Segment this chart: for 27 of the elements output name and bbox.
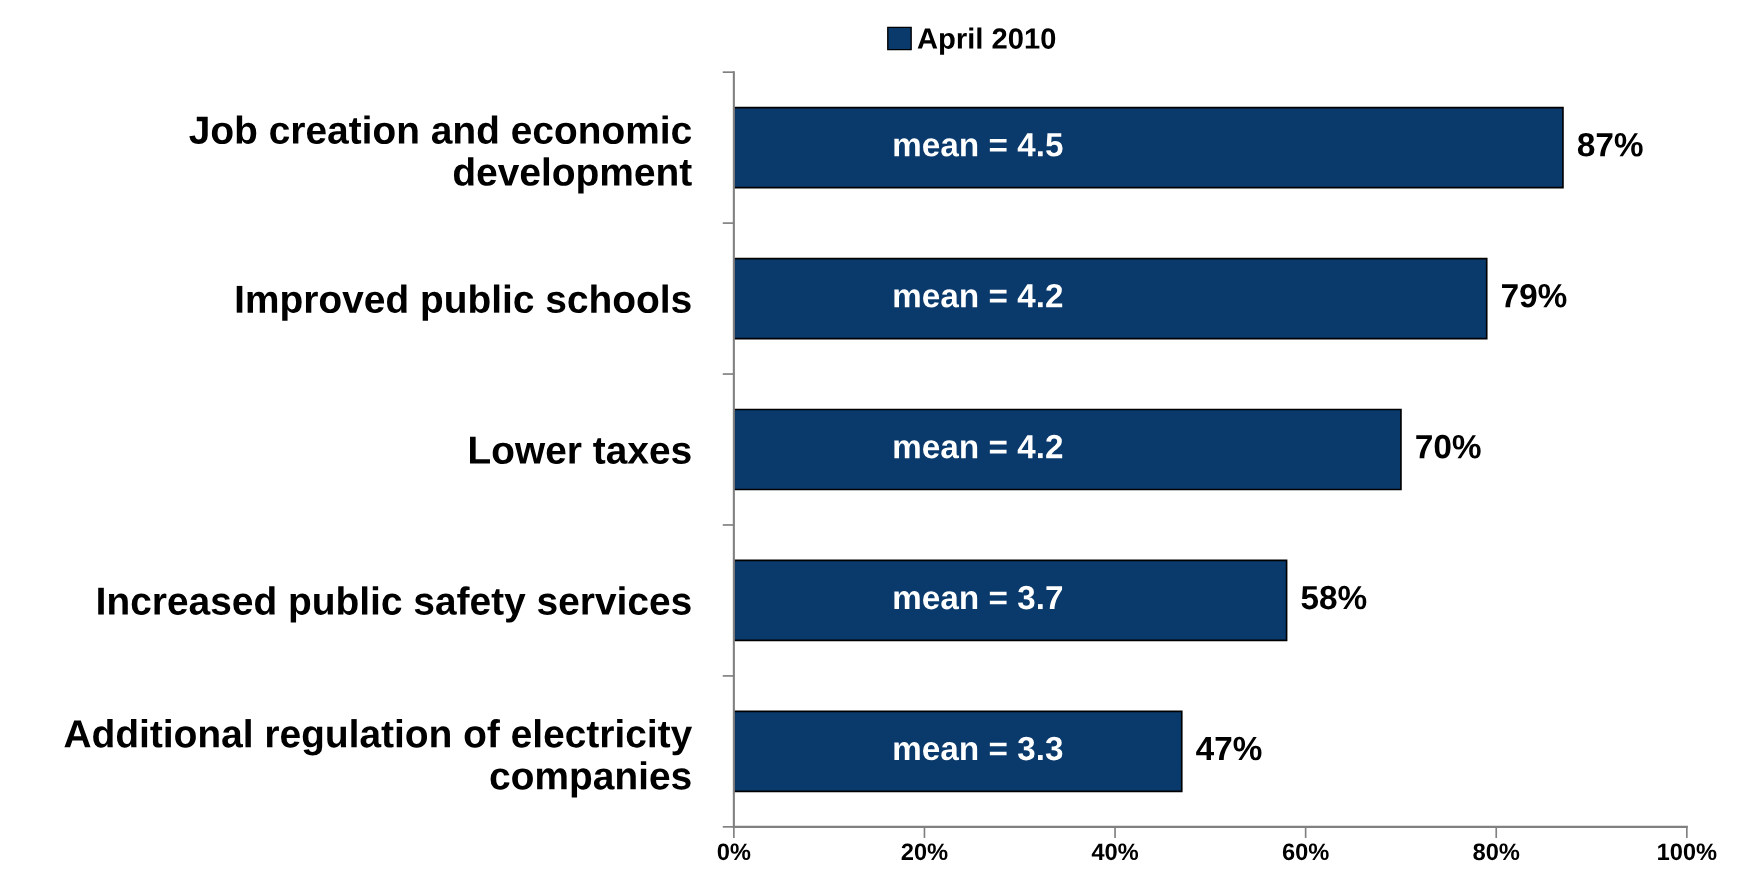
annotation: mean = 4.2 bbox=[894, 283, 1063, 308]
y-tick-label: Additional regulation of electricity companies bbox=[64, 719, 693, 798]
data-label: 70% bbox=[1416, 434, 1481, 459]
x-tick-label: 40% bbox=[1091, 843, 1139, 861]
x-tick-label: 80% bbox=[1473, 843, 1520, 861]
data-label: 47% bbox=[1196, 736, 1262, 761]
x-tick-label: 0% bbox=[717, 843, 751, 861]
data-label: 58% bbox=[1301, 585, 1367, 610]
bar bbox=[733, 106, 1564, 189]
annotation: mean = 4.2 bbox=[894, 434, 1063, 459]
x-tick-label: 60% bbox=[1282, 843, 1329, 861]
bar bbox=[733, 257, 1488, 340]
x-tick-label: 20% bbox=[901, 843, 948, 861]
y-tick-label: Job creation and economic development bbox=[189, 115, 692, 194]
y-tick-label: Improved public schools bbox=[236, 284, 691, 321]
bar bbox=[733, 408, 1402, 491]
bar bbox=[733, 559, 1288, 642]
annotation: mean = 3.7 bbox=[894, 585, 1063, 610]
annotation: mean = 4.5 bbox=[894, 133, 1063, 157]
y-tick-label: Increased public safety services bbox=[98, 586, 691, 623]
data-label: 87% bbox=[1577, 132, 1643, 157]
y-tick-label: Lower taxes bbox=[470, 436, 691, 464]
annotation: mean = 3.3 bbox=[894, 736, 1063, 761]
legend-label: April 2010 bbox=[917, 27, 1056, 55]
bar bbox=[733, 710, 1183, 793]
data-label: 79% bbox=[1502, 283, 1567, 308]
x-tick-label: 100% bbox=[1658, 843, 1717, 861]
